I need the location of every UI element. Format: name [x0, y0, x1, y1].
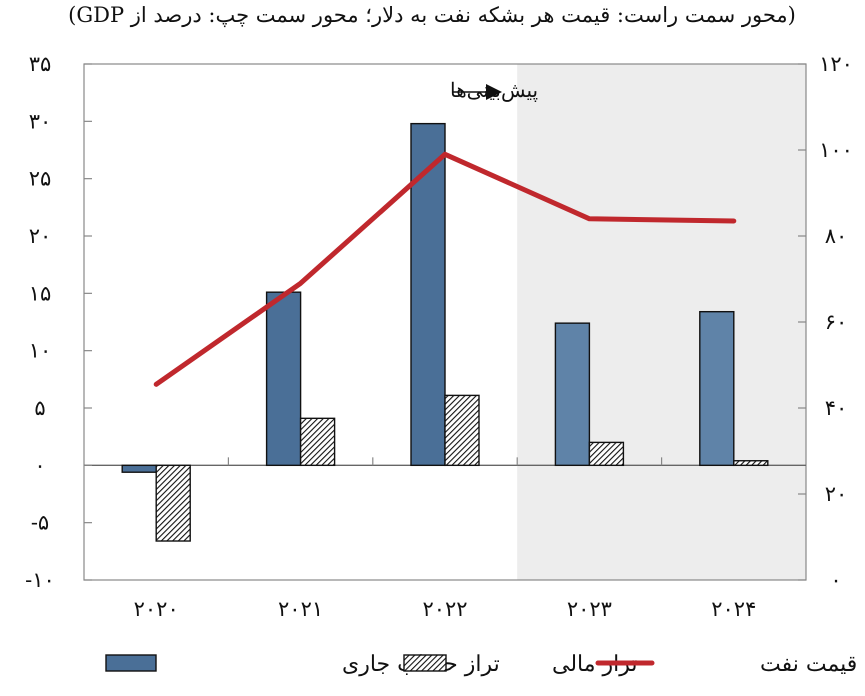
oil-price-line	[153, 151, 737, 387]
current-account-bar	[121, 464, 157, 473]
x-tick-label: ۲۰۲۲	[422, 597, 467, 621]
forecast-annotation: پیش‌بینی‌ها	[450, 78, 538, 102]
bars	[121, 122, 769, 542]
left-tick-label: ۱۵	[29, 281, 52, 305]
current-account-bar	[410, 122, 446, 467]
chart-title: (محور سمت راست: قیمت هر بشکه نفت به دلار…	[68, 3, 796, 28]
left-tick-label: ۵	[34, 396, 45, 420]
legend-swatch	[403, 654, 447, 672]
forecast-arrow-head	[486, 84, 502, 100]
left-tick-label: -۱۰	[25, 568, 55, 592]
x-tick-label: ۲۰۲۱	[278, 597, 323, 621]
fiscal-balance-bar	[588, 441, 625, 467]
right-tick-label: ۰	[830, 568, 841, 592]
fiscal-balance-bar	[155, 464, 191, 542]
fiscal-balance-bar	[299, 417, 336, 467]
current-account-bar	[554, 322, 591, 467]
left-tick-label: ۱۰	[29, 339, 52, 363]
right-tick-label: ۴۰	[825, 396, 848, 420]
right-tick-label: ۲۰	[825, 482, 848, 506]
legend-swatch	[105, 654, 157, 672]
left-tick-label: ۰	[34, 453, 45, 477]
right-tick-label: ۱۲۰	[819, 52, 853, 76]
current-account-bar	[699, 310, 735, 467]
left-tick-label: ۲۵	[29, 167, 52, 191]
left-axis: -۱۰ -۵ ۰ ۵ ۱۰ ۱۵ ۲۰ ۲۵ ۳۰ ۳۵	[25, 52, 92, 592]
left-tick-label: -۵	[31, 511, 49, 535]
right-tick-label: ۸۰	[825, 224, 848, 248]
fiscal-balance-bar	[733, 460, 769, 467]
fiscal-balance-bar	[444, 394, 480, 467]
oil-price-series	[153, 151, 737, 387]
forecast-region	[517, 64, 806, 580]
right-tick-label: ۶۰	[825, 310, 848, 334]
legend-label: قیمت نفت	[760, 652, 857, 677]
x-tick-label: ۲۰۲۳	[567, 597, 612, 621]
x-axis: ۲۰۲۰ ۲۰۲۱ ۲۰۲۲ ۲۰۲۳ ۲۰۲۴	[134, 457, 756, 621]
current-account-bar	[265, 291, 302, 467]
left-tick-label: ۳۵	[29, 52, 52, 76]
x-tick-label: ۲۰۲۰	[134, 597, 179, 621]
right-axis: ۰ ۲۰ ۴۰ ۶۰ ۸۰ ۱۰۰ ۱۲۰	[798, 52, 853, 592]
right-tick-label: ۱۰۰	[819, 138, 853, 162]
left-tick-label: ۲۰	[29, 224, 52, 248]
x-tick-label: ۲۰۲۴	[711, 597, 756, 621]
left-tick-label: ۳۰	[29, 109, 52, 133]
